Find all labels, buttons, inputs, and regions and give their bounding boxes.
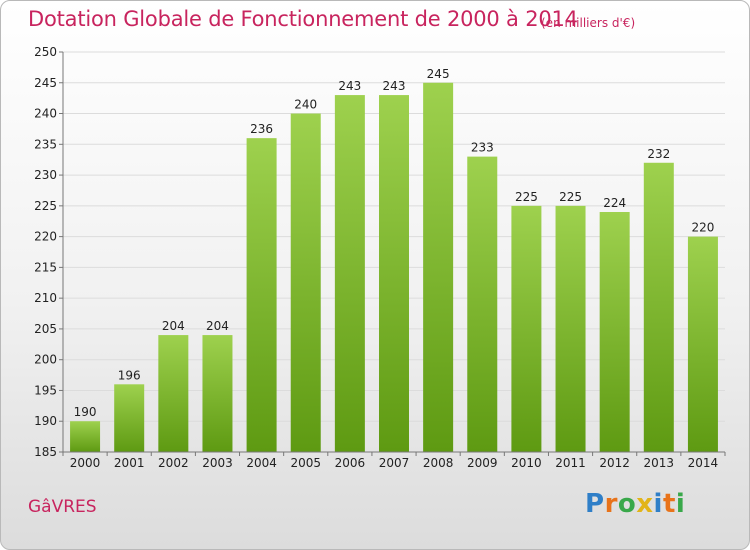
y-tick-label: 225 [34,199,57,213]
bar [290,113,321,453]
y-tick-label: 190 [34,414,57,428]
y-tick-label: 210 [34,291,57,305]
y-tick-label: 235 [34,137,57,151]
y-axis: 185 190 195 200 205 210 215 220 225 230 235 240 245 2… [34,45,64,459]
x-tick-label: 2013 [644,456,675,470]
x-tick-label: 2007 [379,456,410,470]
y-tick-label: 195 [34,383,57,397]
logo-letter: i [653,489,663,519]
x-tick-label: 2008 [423,456,454,470]
y-tick-label: 205 [34,322,57,336]
commune-name: GâVRES [28,497,97,517]
y-tick-label: 215 [34,260,57,274]
bar [246,138,277,452]
bar [599,212,630,452]
bar [467,156,498,452]
x-tick-label: 2005 [290,456,321,470]
x-tick-label: 2001 [114,456,145,470]
bar-value-label: 224 [603,196,626,210]
bar-value-label: 233 [471,141,494,155]
bar [643,162,674,452]
x-tick-label: 2014 [688,456,719,470]
bar [379,95,409,453]
chart-title: Dotation Globale de Fonctionnement de 20… [28,7,578,31]
bar-value-label: 220 [691,221,714,235]
y-tick-label: 230 [34,168,57,182]
bar-value-label: 240 [294,98,317,112]
bar [687,236,718,452]
x-tick-label: 2012 [599,456,630,470]
bar-value-label: 232 [647,147,670,161]
logo-letter: t [662,489,676,519]
x-tick-label: 2000 [70,456,101,470]
bar [511,205,542,452]
bar [70,421,101,452]
bar-value-label: 243 [383,79,406,93]
bar [202,335,233,452]
y-tick-label: 220 [34,230,57,244]
bar [158,335,189,452]
x-tick-label: 2004 [246,456,277,470]
bar-value-label: 204 [206,319,229,333]
bar-value-label: 236 [250,122,273,136]
x-tick-label: 2002 [158,456,189,470]
logo-letter: x [636,489,654,519]
logo-letter: i [675,489,686,519]
bar [114,384,145,452]
chart-unit: (en milliers d'€) [541,16,636,30]
y-tick-label: 200 [34,353,57,367]
x-tick-label: 2011 [555,456,586,470]
bar-value-label: 190 [74,405,97,419]
y-tick-label: 245 [34,76,57,90]
logo-letter: o [617,489,637,519]
bar [334,95,365,453]
x-tick-label: 2006 [335,456,366,470]
bar [555,205,586,452]
bar [423,82,454,453]
x-axis: 2000 2001 2002 2003 2004 2005 2006 2007 2008 2009… [62,451,726,470]
logo-letter: P [585,489,605,519]
y-tick-label: 185 [34,445,57,459]
x-tick-label: 2003 [202,456,233,470]
x-tick-label: 2010 [511,456,542,470]
y-tick-label: 250 [34,45,57,59]
bar-value-label: 196 [118,368,141,382]
y-tick-label: 240 [34,107,57,121]
proxiti-logo[interactable]: Proxiti [585,489,685,519]
bar-value-label: 245 [427,67,450,81]
bar-value-label: 225 [559,190,582,204]
bars: 190 196 204 204 236 240 243 243 245 233 225 225 224 2… [70,67,718,453]
bar-value-label: 243 [338,79,361,93]
logo-letter: r [604,489,618,519]
bar-value-label: 225 [515,190,538,204]
x-tick-label: 2009 [467,456,498,470]
bar-value-label: 204 [162,319,185,333]
